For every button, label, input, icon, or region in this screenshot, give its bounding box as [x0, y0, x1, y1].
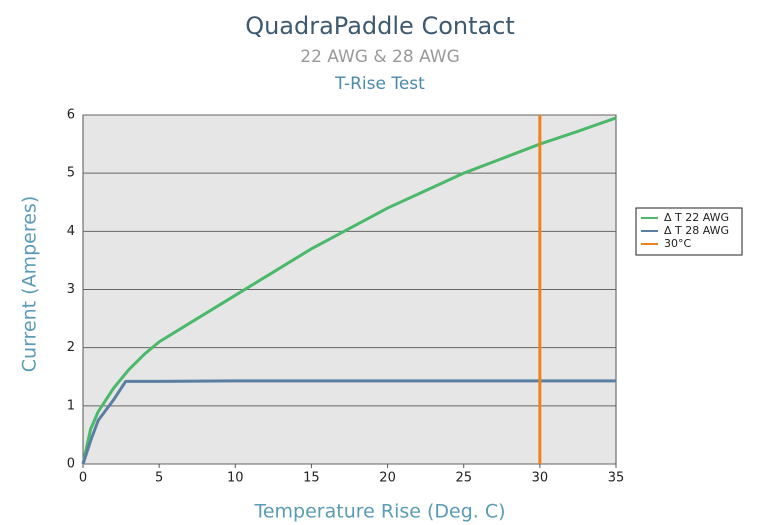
x-tick-label: 25: [455, 471, 472, 486]
series-line: [81, 379, 616, 465]
chart-subtitle: T-Rise Test: [334, 74, 425, 94]
y-axis-label: Current (Amperes): [19, 196, 41, 372]
y-tick-label: 0: [67, 457, 75, 472]
y-tick-label: 5: [67, 166, 75, 181]
chart-subtitle: 22 AWG & 28 AWG: [300, 47, 460, 67]
x-tick-label: 30: [532, 471, 549, 486]
legend-label: Δ T 22 AWG: [664, 211, 729, 224]
x-tick-label: 15: [303, 471, 320, 486]
legend-label: 30°C: [664, 237, 691, 250]
x-tick-label: 5: [155, 471, 163, 486]
y-tick-label: 3: [67, 282, 75, 297]
x-tick-label: 35: [608, 471, 625, 486]
legend-label: Δ T 28 AWG: [664, 224, 729, 237]
series-line: [81, 116, 617, 465]
y-tick-label: 6: [67, 108, 75, 123]
x-tick-label: 0: [79, 471, 87, 486]
y-tick-label: 4: [67, 224, 75, 239]
chart-title: QuadraPaddle Contact: [245, 12, 515, 40]
x-axis-label: Temperature Rise (Deg. C): [253, 501, 505, 523]
x-tick-label: 10: [227, 471, 244, 486]
x-tick-label: 20: [379, 471, 396, 486]
y-tick-label: 1: [67, 398, 75, 413]
y-tick-label: 2: [67, 340, 75, 355]
